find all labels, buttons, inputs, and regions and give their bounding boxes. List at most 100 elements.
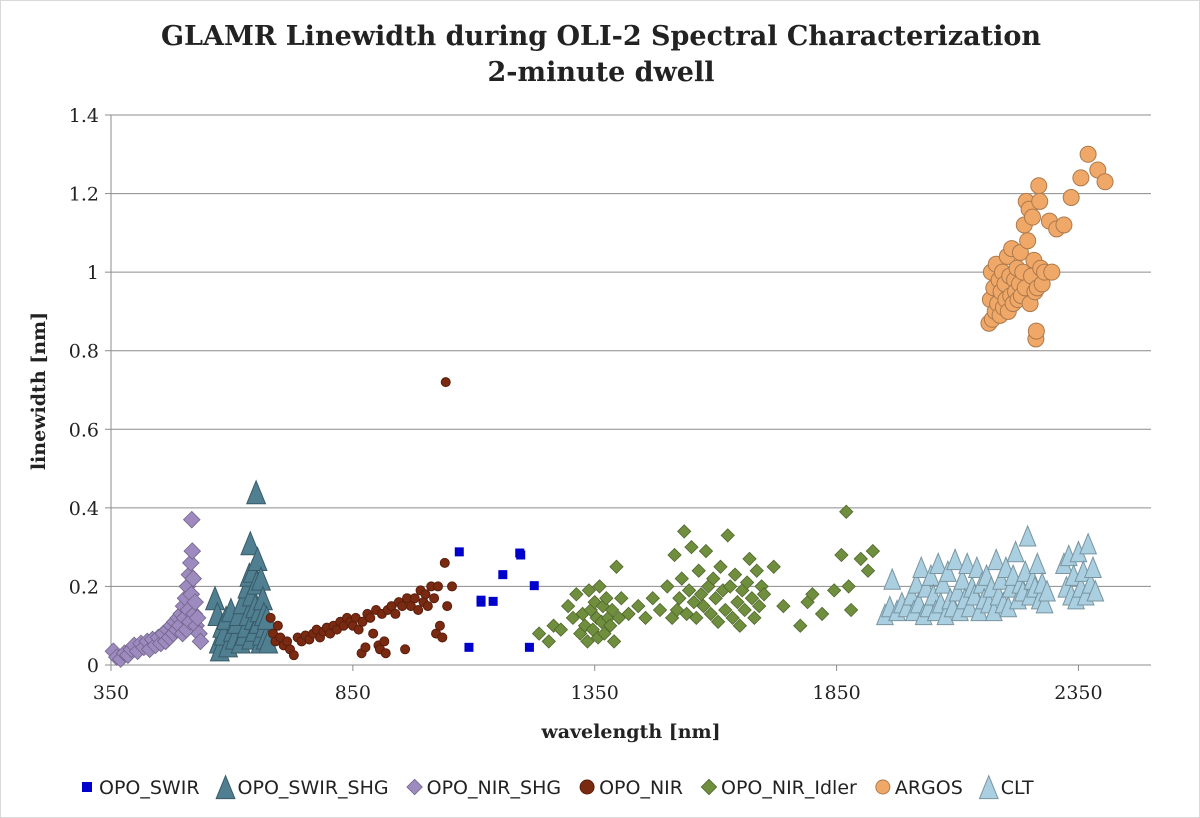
data-point [184,569,203,588]
data-point [181,554,200,572]
x-tick-label: 350 [93,682,129,704]
data-point [689,610,704,626]
data-point [698,543,714,559]
data-point [934,571,952,594]
data-point [569,587,584,602]
legend-marker [978,774,999,800]
data-point [693,587,709,602]
data-point [599,591,614,606]
data-point [413,605,424,615]
data-point [592,579,607,594]
data-point [379,636,390,647]
legend: OPO_SWIR OPO_SWIR_SHG OPO_NIR_SHG OPO_NIR OP… [82,774,1034,800]
legend-marker [82,782,92,792]
data-point [865,543,881,559]
data-points [104,145,1114,668]
legend-label: OPO_NIR_SHG [427,777,561,799]
data-point [614,591,629,606]
data-point [581,583,597,598]
legend-marker [875,779,891,795]
data-point [660,579,675,594]
data-point [706,571,721,586]
y-tick-label: 1.2 [69,184,99,206]
data-point [437,632,448,643]
data-point [776,598,791,614]
data-point [1096,173,1114,191]
data-point [725,610,740,626]
data-point [853,551,868,567]
data-point [400,644,411,655]
data-point [752,598,767,614]
data-point [353,624,364,635]
data-point [739,575,755,590]
data-point [447,581,458,592]
data-point [749,563,764,578]
data-point [742,551,757,567]
data-point [953,567,972,590]
y-tick-label: 1 [87,262,99,284]
data-point [420,589,431,600]
data-point [1038,579,1056,602]
chart-subtitle: 2-minute dwell [488,57,715,88]
chart-title: GLAMR Linewidth during OLI-2 Spectral Ch… [161,21,1041,52]
data-point [1030,177,1048,195]
data-point [703,606,718,622]
data-point [805,587,820,602]
y-tick-label: 0.8 [69,341,99,363]
data-point [1072,169,1090,187]
data-point [674,571,689,586]
y-tick-label: 0.2 [69,576,99,598]
data-point [1019,232,1037,250]
data-point [883,567,902,590]
legend-marker [700,778,718,796]
data-point [691,563,706,578]
legend-label: CLT [1001,777,1034,799]
data-point [1083,555,1102,578]
series-opo-swir [454,547,539,652]
legend-item: ARGOS [875,777,963,799]
data-point [843,602,859,618]
data-point [531,626,547,641]
data-point [826,583,842,598]
legend-marker [579,779,595,795]
x-axis-ticks: 350 850 1350 1850 2350 [93,665,1103,704]
data-point [737,602,752,618]
data-point [524,642,534,652]
data-point [440,377,451,388]
data-point [907,571,926,594]
legend-item: OPO_NIR_SHG [406,777,561,799]
data-point [732,618,748,633]
series-opo-swir-shg [204,479,279,662]
data-point [1018,524,1037,547]
data-point [368,628,379,639]
data-point [841,579,856,594]
data-point [912,555,931,578]
data-point [718,602,733,618]
y-tick-label: 0.6 [69,419,99,441]
data-point [476,597,486,607]
data-point [958,551,977,575]
data-point [631,598,646,614]
data-point [422,601,433,612]
data-point [464,642,474,652]
legend-item: OPO_NIR_Idler [700,777,857,799]
data-point [681,583,697,598]
data-point [265,612,276,623]
data-point [938,559,957,582]
data-point [638,610,653,626]
data-point [454,547,464,557]
data-point [397,601,408,612]
legend-item: OPO_NIR [579,777,683,799]
data-point [246,479,267,505]
data-point [710,614,726,629]
data-point [272,620,283,631]
data-point [250,565,272,591]
legend-label: ARGOS [895,777,963,799]
data-point [1043,263,1061,281]
data-point [621,606,636,622]
data-point [182,510,201,529]
data-point [247,546,268,572]
data-point [365,612,376,623]
data-point [191,632,210,651]
